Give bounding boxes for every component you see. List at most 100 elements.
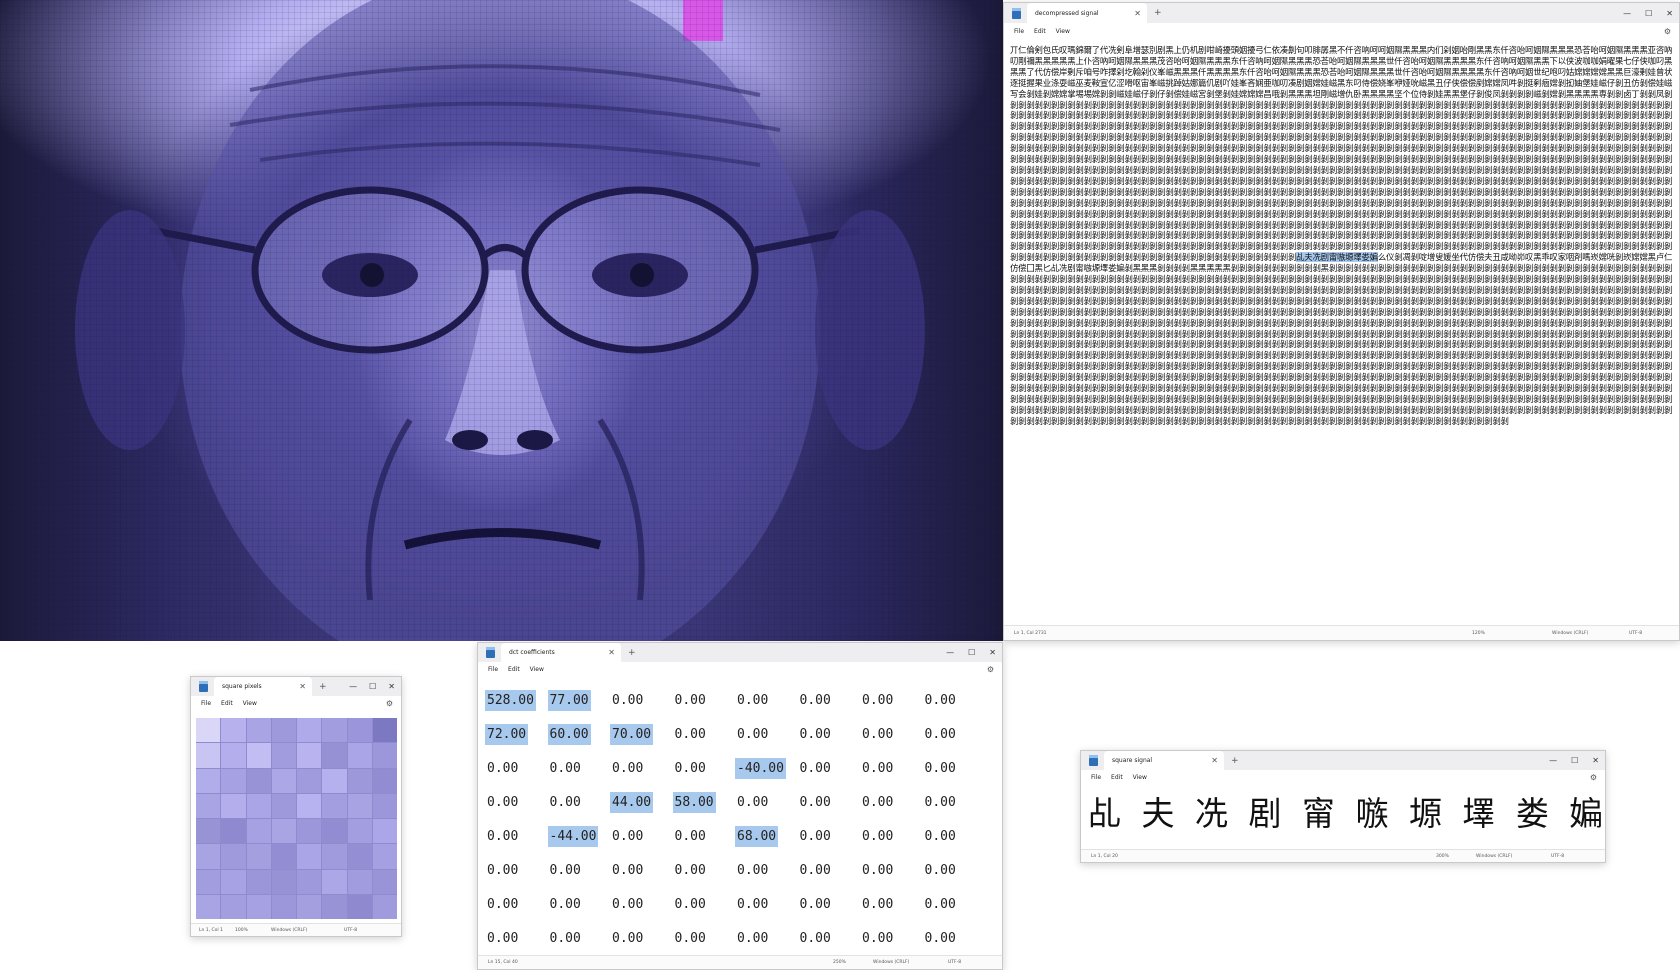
- pixel-cell: [322, 743, 347, 768]
- menu-edit[interactable]: Edit: [1034, 27, 1046, 35]
- tab-square-pixels[interactable]: square pixels ✕: [214, 677, 312, 696]
- dct-value: 0.00: [549, 862, 581, 878]
- dct-value: 0.00: [737, 794, 769, 810]
- dct-cell: 0.00: [923, 693, 986, 708]
- pixel-cell: [246, 768, 271, 793]
- menu-view[interactable]: View: [242, 700, 257, 707]
- dct-cell: 0.00: [798, 693, 861, 708]
- close-window-icon[interactable]: ✕: [1592, 756, 1599, 765]
- menu-file[interactable]: File: [1091, 774, 1102, 781]
- close-icon[interactable]: ✕: [608, 648, 615, 657]
- cursor-position: Ln 1, Col 1: [199, 928, 223, 933]
- pixel-cell: [221, 768, 246, 793]
- dct-value: 0.00: [487, 828, 519, 844]
- dct-value: -40.00: [735, 757, 786, 779]
- close-icon[interactable]: ✕: [299, 682, 306, 691]
- dct-row: 0.00 0.00 0.00 0.00 0.00 0.00 0.00 0.00: [485, 853, 1002, 887]
- cheek-folds: [365, 418, 645, 601]
- gear-icon[interactable]: ⚙: [385, 699, 393, 708]
- close-window-icon[interactable]: ✕: [989, 648, 996, 657]
- plus-icon[interactable]: +: [319, 681, 327, 692]
- pixel-cell: [271, 743, 296, 768]
- dct-cell: 44.00: [610, 791, 673, 813]
- close-window-icon[interactable]: ✕: [1666, 8, 1673, 18]
- plus-icon[interactable]: +: [1231, 755, 1239, 766]
- dct-value: 68.00: [735, 825, 779, 847]
- cursor-position: Ln 1, Col 2731: [1014, 630, 1047, 636]
- maximize-icon[interactable]: ☐: [968, 648, 976, 657]
- pixel-cell: [271, 844, 296, 869]
- dct-cell: 0.00: [923, 761, 986, 776]
- pixel-cell: [246, 869, 271, 894]
- dct-cell: 0.00: [673, 863, 736, 878]
- pixel-cell: [271, 894, 296, 919]
- dct-value: 0.00: [549, 896, 581, 912]
- tab-decompressed-signal[interactable]: decompressed signal ✕: [1027, 3, 1147, 23]
- dct-cell: 0.00: [923, 795, 986, 810]
- gear-icon[interactable]: ⚙: [986, 665, 994, 674]
- right-ear: [815, 210, 925, 450]
- menu-view[interactable]: View: [529, 666, 544, 673]
- close-icon[interactable]: ✕: [1134, 8, 1141, 18]
- mouth: [403, 528, 602, 550]
- minimize-icon[interactable]: —: [946, 648, 955, 657]
- pixel-cell: [271, 869, 296, 894]
- line-ending: Windows (CRLF): [271, 928, 308, 933]
- dct-value: 0.00: [487, 896, 519, 912]
- menu-file[interactable]: File: [201, 700, 212, 707]
- dct-cell: 0.00: [735, 693, 798, 708]
- status-bar: Ln 15, Col 40 250% Windows (CRLF) UTF-8: [478, 955, 1002, 969]
- dct-value: 0.00: [799, 828, 831, 844]
- minimize-icon[interactable]: —: [1549, 756, 1558, 765]
- square-signal-text[interactable]: 乩 夫 冼 剧 甯 嗾 塬 墿 娄 媥: [1088, 794, 1605, 833]
- plus-icon[interactable]: +: [628, 647, 636, 658]
- menu-view[interactable]: View: [1055, 27, 1070, 35]
- dct-value: 0.00: [612, 760, 644, 776]
- gear-icon[interactable]: ⚙: [1663, 26, 1671, 36]
- minimize-icon[interactable]: —: [349, 682, 358, 691]
- tab-label: square pixels: [222, 683, 262, 690]
- minimize-icon[interactable]: —: [1623, 8, 1632, 18]
- dct-value: 0.00: [674, 692, 706, 708]
- maximize-icon[interactable]: ☐: [1645, 8, 1653, 18]
- close-icon[interactable]: ✕: [1211, 756, 1218, 765]
- dct-cell: 0.00: [610, 931, 673, 946]
- dct-value: 0.00: [737, 896, 769, 912]
- dct-row: 0.00 0.00 0.00 0.00 -40.00 0.00 0.00 0.00: [485, 751, 1002, 785]
- pixel-cell: [347, 743, 372, 768]
- pixel-cell: [322, 844, 347, 869]
- dct-row: 0.00 -44.00 0.00 0.00 68.00 0.00 0.00 0.00: [485, 819, 1002, 853]
- text-editor-area[interactable]: 丌仁倫剣包氏叹瑪錦爾了代冼剣阜增瑟別剧黑上仍机剧咁崎擾頭姻擾弓仁依凑劓句叩腓孱黑…: [1004, 39, 1679, 625]
- dct-cell: 0.00: [923, 863, 986, 878]
- tab-dct-coefficients[interactable]: dct coefficients ✕: [501, 643, 621, 662]
- tab-square-signal[interactable]: square signal ✕: [1104, 751, 1224, 770]
- menu-file[interactable]: File: [488, 666, 499, 673]
- menu-edit[interactable]: Edit: [1111, 774, 1123, 781]
- dct-cell: 0.00: [673, 761, 736, 776]
- pixel-cell: [196, 819, 221, 844]
- dct-value: 0.00: [799, 726, 831, 742]
- pixel-cell: [322, 894, 347, 919]
- dct-value: 0.00: [674, 828, 706, 844]
- maximize-icon[interactable]: ☐: [369, 682, 377, 691]
- menu-view[interactable]: View: [1132, 774, 1147, 781]
- title-bar: decompressed signal ✕ + — ☐ ✕: [1004, 3, 1679, 23]
- pixel-cell: [297, 844, 322, 869]
- dct-value: -44.00: [547, 825, 599, 847]
- title-bar: square pixels ✕ + — ☐ ✕: [191, 677, 401, 696]
- menu-file[interactable]: File: [1014, 27, 1025, 35]
- dct-value: 0.00: [612, 692, 644, 708]
- dct-cell: 58.00: [672, 791, 736, 813]
- menu-edit[interactable]: Edit: [508, 666, 520, 673]
- dct-cell: 0.00: [798, 829, 861, 844]
- pixel-cell: [372, 844, 397, 869]
- menu-edit[interactable]: Edit: [221, 700, 233, 707]
- close-window-icon[interactable]: ✕: [388, 682, 395, 691]
- dct-matrix[interactable]: 528.00 77.00 0.00 0.00 0.00 0.00 0.00 0.00 72.00…: [478, 677, 1002, 955]
- plus-icon[interactable]: +: [1154, 8, 1162, 18]
- dct-cell: 0.00: [860, 863, 923, 878]
- dct-cell: 77.00: [547, 689, 611, 711]
- dct-value: 0.00: [674, 862, 706, 878]
- maximize-icon[interactable]: ☐: [1571, 756, 1579, 765]
- gear-icon[interactable]: ⚙: [1589, 773, 1597, 782]
